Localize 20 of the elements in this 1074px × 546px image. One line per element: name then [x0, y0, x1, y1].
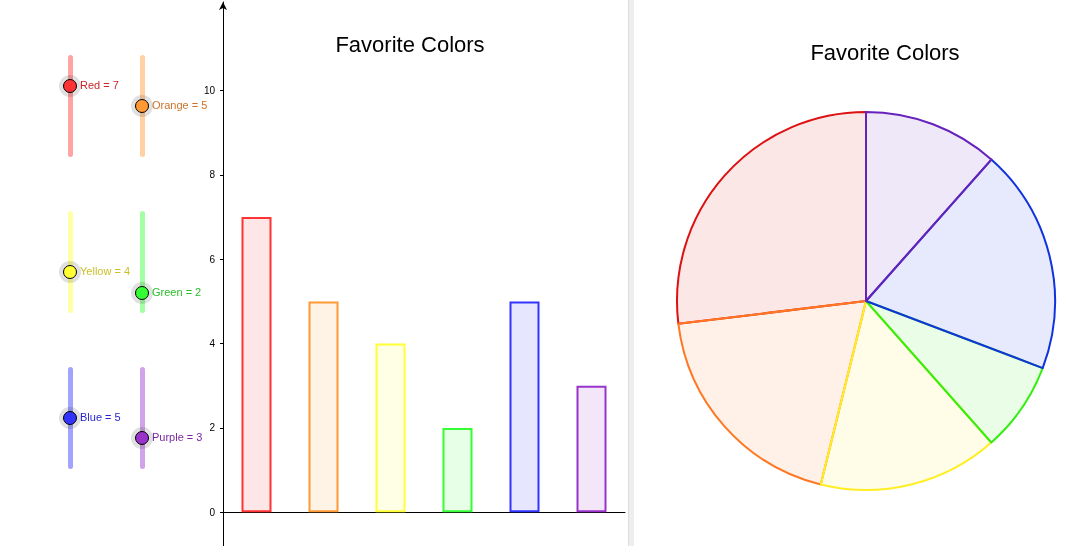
- y-tick-label: 6: [209, 253, 216, 265]
- bar: [576, 385, 607, 513]
- text: Favorite Colors: [335, 31, 485, 57]
- bar: [308, 301, 339, 513]
- y-tick-label: 0: [209, 506, 216, 518]
- text: Red = 7: [80, 78, 119, 91]
- y-tick-label: 10: [203, 85, 216, 97]
- bar: [241, 217, 272, 513]
- text: Purple = 3: [152, 431, 203, 444]
- bar: [509, 301, 540, 513]
- y-tick-label: 8: [209, 169, 216, 181]
- bar: [375, 343, 406, 513]
- text: Blue = 5: [80, 411, 121, 423]
- text: Orange = 5: [152, 99, 208, 111]
- chart-title: Favorite Colors: [810, 39, 960, 65]
- text: Green = 2: [152, 285, 202, 298]
- y-tick-label: 2: [209, 422, 216, 434]
- y-tick-label: 4: [209, 338, 216, 350]
- bar: [442, 427, 473, 513]
- text: Yellow = 4: [80, 265, 131, 278]
